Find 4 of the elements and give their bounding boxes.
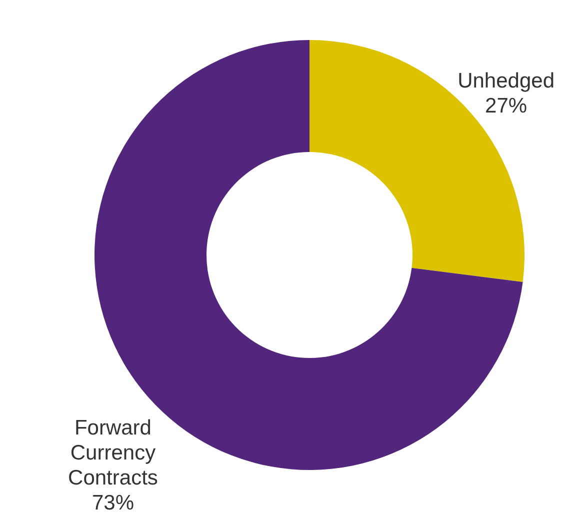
data-label: 27%	[485, 94, 528, 118]
data-label: 73%	[92, 491, 134, 514]
slice-label: Forward Currency Contracts	[68, 416, 158, 490]
slice-label: Unhedged	[458, 70, 554, 93]
